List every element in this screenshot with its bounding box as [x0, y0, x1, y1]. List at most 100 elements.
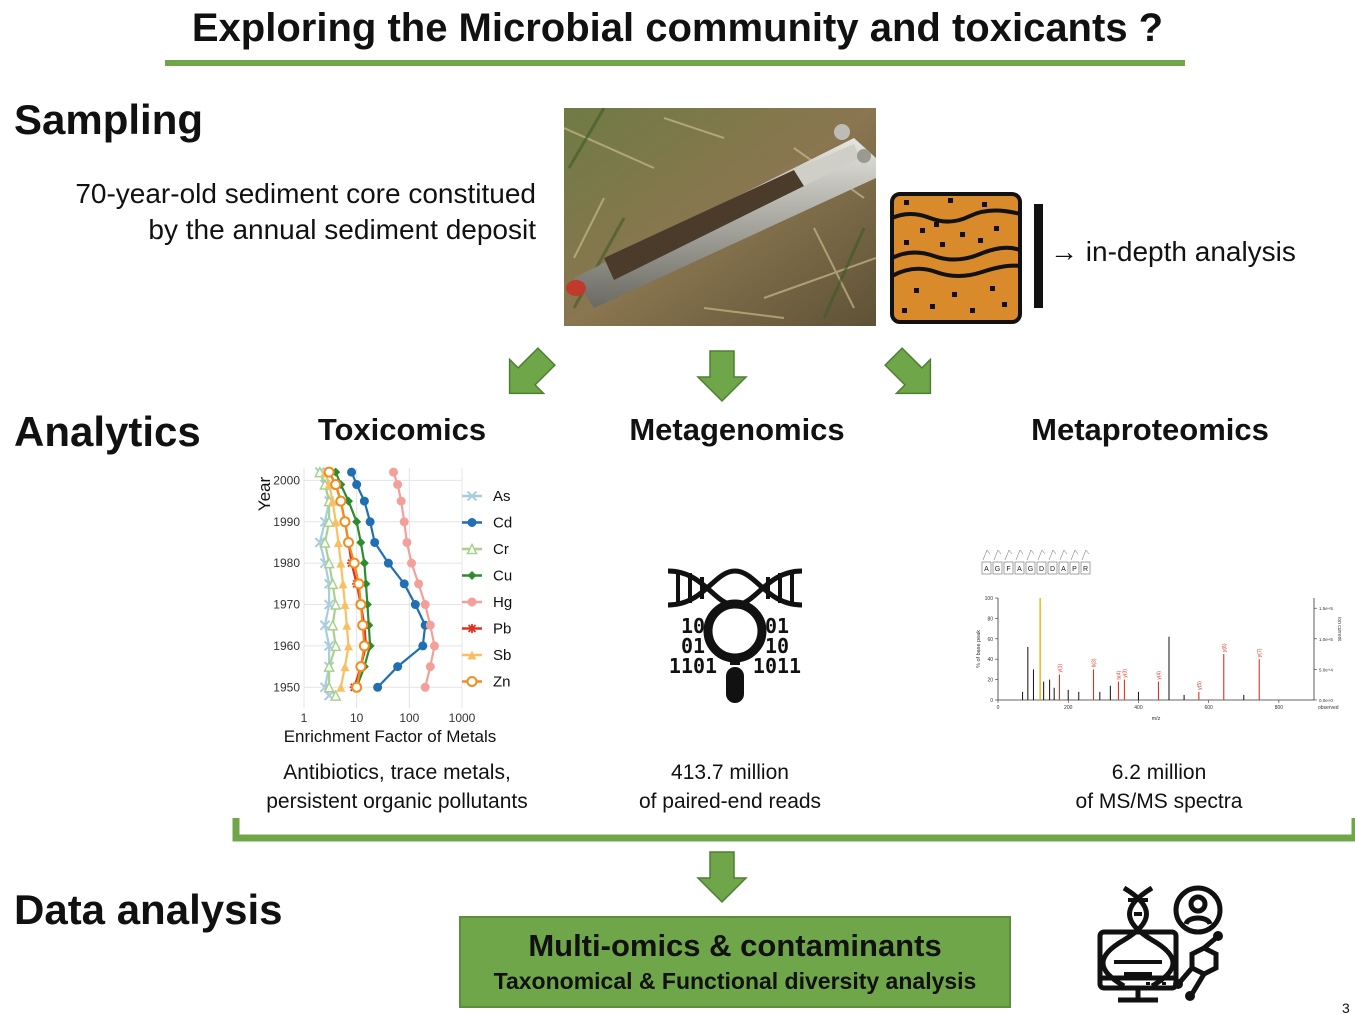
data-point: [407, 558, 417, 568]
data-point: [357, 619, 369, 631]
fragment-mark: [1004, 549, 1013, 561]
arrow-to-metaproteomics-icon: [884, 347, 932, 395]
caption-metaproteomics: 6.2 million of MS/MS spectra: [1030, 758, 1288, 816]
data-point: [343, 536, 355, 548]
peak-label: b(3): [1092, 658, 1098, 667]
sequence-residue: G: [995, 566, 1000, 573]
peak-label: y(3): [1122, 669, 1128, 678]
data-point: [466, 542, 478, 555]
data-point: [326, 619, 339, 631]
data-point: [344, 496, 354, 506]
peak-label: b(4): [1116, 670, 1122, 679]
data-point: [425, 620, 435, 630]
y-tick-label: 1980: [273, 556, 300, 570]
data-point: [336, 558, 346, 568]
data-point: [399, 517, 409, 527]
data-point: [353, 578, 365, 590]
fragment-mark: [1015, 549, 1024, 561]
data-point: [425, 662, 435, 672]
sequence-residue: F: [1006, 566, 1010, 573]
y-axis-label: Year: [255, 476, 274, 511]
section-data-analysis: Data analysis: [14, 886, 283, 933]
data-point: [393, 480, 403, 490]
data-point: [365, 517, 375, 527]
data-point: [467, 597, 477, 607]
peak-label: y(6): [1222, 643, 1228, 652]
x-tick-label: 200: [1064, 705, 1073, 711]
computer-dna-molecule-icon: [1096, 882, 1226, 1006]
data-point: [359, 496, 369, 506]
section-analytics: Analytics: [14, 408, 201, 455]
dna-magnifier-icon: [664, 565, 806, 705]
legend-item-zn: Zn: [462, 674, 511, 691]
data-point: [340, 600, 350, 610]
column-title-metagenomics: Metagenomics: [629, 412, 845, 447]
data-point: [351, 681, 363, 693]
binary-left-line-3: 1101: [668, 654, 718, 678]
peak-label: y(5): [1197, 681, 1203, 690]
y2-axis-label: ion current: [1336, 617, 1342, 641]
y2-tick-label: 1.5e+5: [1319, 606, 1333, 611]
x-tick-label: 1000: [449, 711, 476, 725]
y-axis-label: % of base peak: [976, 630, 982, 668]
data-point: [399, 579, 409, 589]
sequence-residue: P: [1072, 566, 1077, 573]
y-tick-label: 1950: [273, 680, 300, 694]
peak-label: y(1): [1057, 664, 1063, 673]
caption-metagenomics: 413.7 million of paired-end reads: [600, 758, 860, 816]
y2-tick-label: 1.0e+5: [1319, 637, 1333, 642]
legend-label: Sb: [493, 647, 511, 664]
x-tick-label: 100: [399, 711, 419, 725]
data-point: [347, 467, 357, 477]
data-point: [370, 537, 380, 547]
binary-right: 01 10 1011: [752, 616, 802, 676]
y-tick-label: 40: [987, 657, 993, 663]
sequence-box: [1047, 561, 1058, 575]
legend-label: Hg: [493, 594, 512, 611]
data-point: [355, 599, 367, 611]
legend-item-sb: Sb: [462, 647, 511, 664]
arrow-to-metagenomics-icon: [696, 350, 748, 403]
x-tick-label: 0: [997, 705, 1000, 711]
data-point: [339, 516, 351, 528]
page-title: Exploring the Microbial community and to…: [191, 6, 1164, 50]
observed-label: observed: [1318, 705, 1339, 711]
data-point: [335, 495, 347, 507]
y-tick-label: 100: [985, 596, 994, 602]
result-sub-text: Taxonomical & Functional diversity analy…: [493, 968, 977, 994]
fragment-mark: [982, 549, 991, 561]
peak-label: y(4): [1156, 671, 1162, 680]
fragment-mark: [1048, 549, 1057, 561]
legend-item-pb: Pb: [462, 621, 511, 638]
column-title-metaproteomics: Metaproteomics: [1031, 412, 1269, 447]
arrow-to-data-analysis-icon: [696, 851, 748, 904]
peak-label: y(7): [1257, 648, 1263, 657]
data-point: [340, 662, 350, 672]
data-point: [388, 467, 398, 477]
sequence-box: [1003, 561, 1014, 575]
sequence-residue: A: [1061, 566, 1066, 573]
data-point: [323, 660, 335, 672]
data-point: [418, 641, 428, 651]
y-tick-label: 1960: [273, 639, 300, 653]
data-point: [328, 496, 338, 506]
title-underline: [165, 60, 1185, 66]
y-tick-label: 0: [990, 698, 993, 704]
legend-label: As: [493, 488, 511, 505]
data-point: [323, 681, 335, 693]
data-point: [329, 598, 342, 610]
data-point: [467, 518, 477, 527]
data-point: [373, 682, 383, 692]
legend-label: Pb: [493, 621, 511, 638]
binary-right-line-2: 10: [764, 634, 790, 658]
sequence-residue: A: [984, 566, 989, 573]
data-point: [329, 689, 342, 701]
sequence-residue: A: [1017, 566, 1022, 573]
x-tick-label: 800: [1275, 705, 1284, 711]
data-point: [383, 558, 393, 568]
sequence-residue: R: [1083, 566, 1088, 573]
sequence-residue: G: [1028, 566, 1033, 573]
sampling-line-1: 70-year-old sediment core constitued: [75, 178, 536, 209]
arrow-to-toxicomics-icon: [508, 347, 556, 395]
data-point: [323, 466, 335, 478]
